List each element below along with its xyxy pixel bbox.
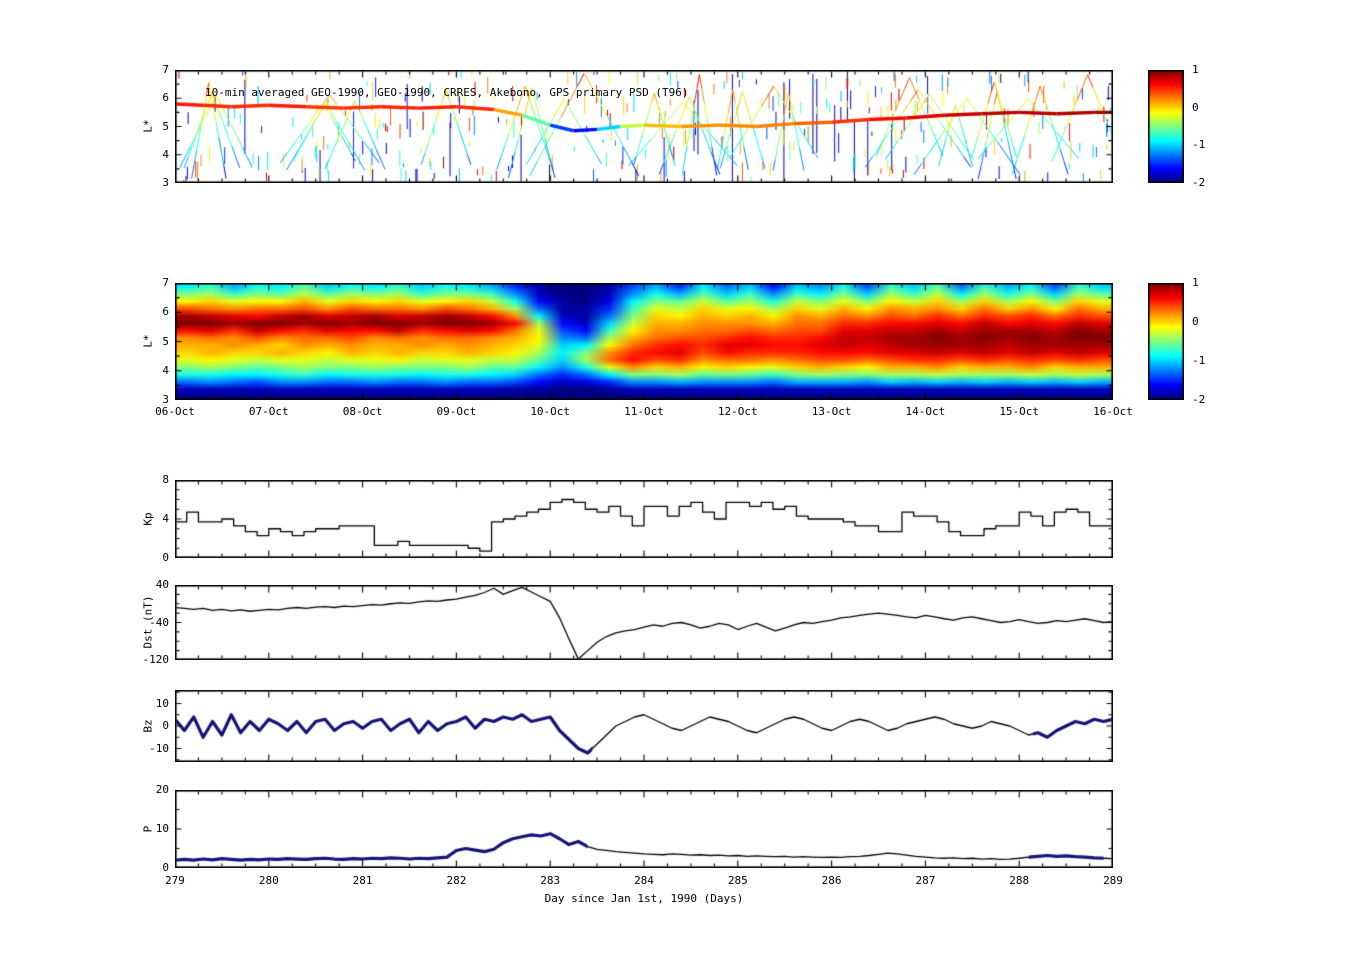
psd-scatter-canvas bbox=[175, 70, 1113, 183]
x-tick-label: 285 bbox=[727, 874, 748, 887]
y-tick-label: 0 bbox=[162, 551, 169, 564]
date-tick-label: 12-Oct bbox=[717, 405, 758, 418]
y-tick-label: 4 bbox=[162, 363, 169, 377]
y-tick-label: 4 bbox=[162, 147, 169, 161]
x-tick-label: 283 bbox=[540, 874, 561, 887]
x-tick-label: 280 bbox=[258, 874, 279, 887]
colorbar-bottom bbox=[1148, 283, 1184, 400]
psd-heatmap-canvas bbox=[175, 283, 1113, 400]
y-tick-label: 8 bbox=[162, 473, 169, 486]
date-tick-label: 09-Oct bbox=[436, 405, 477, 418]
y-tick-label: -40 bbox=[149, 615, 169, 629]
y-tick-label: 0 bbox=[162, 861, 169, 874]
x-tick-label: 286 bbox=[821, 874, 842, 887]
y-tick-label: -120 bbox=[142, 653, 170, 666]
date-tick-label: 11-Oct bbox=[624, 405, 664, 418]
colorbar-tick-label: 1 bbox=[1192, 63, 1199, 76]
psd-scatter-panel bbox=[175, 70, 1113, 183]
x-tick-label: 288 bbox=[1009, 874, 1030, 887]
date-tick-label: 07-Oct bbox=[248, 405, 289, 418]
date-tick-label: 06-Oct bbox=[155, 405, 195, 418]
x-tick-label: 282 bbox=[446, 874, 467, 887]
date-tick-label: 16-Oct bbox=[1093, 405, 1133, 418]
psd-title: 10-min averaged GEO-1990, GEO-1990, CRRE… bbox=[205, 86, 689, 99]
colorbar-tick-label: 0 bbox=[1192, 315, 1199, 328]
y-tick-label: 6 bbox=[162, 91, 169, 105]
colorbar-tick-label: -2 bbox=[1192, 176, 1206, 189]
x-tick-label: 281 bbox=[352, 874, 373, 887]
y-tick-label: 20 bbox=[155, 783, 169, 796]
x-tick-label: 279 bbox=[165, 874, 185, 887]
y-tick-label: 10 bbox=[155, 822, 169, 835]
y-tick-label: 4 bbox=[162, 512, 169, 525]
date-tick-label: 14-Oct bbox=[905, 405, 946, 418]
y-tick-label: -10 bbox=[149, 741, 169, 755]
y-tick-label: 10 bbox=[155, 696, 169, 710]
y-tick-label: 7 bbox=[162, 63, 169, 76]
colorbar-bottom-canvas bbox=[1148, 283, 1184, 400]
x-tick-label: 289 bbox=[1103, 874, 1123, 887]
bz-panel bbox=[175, 690, 1113, 762]
colorbar-top-canvas bbox=[1148, 70, 1184, 183]
p-panel bbox=[175, 790, 1113, 868]
x-axis-title: Day since Jan 1st, 1990 (Days) bbox=[544, 892, 744, 905]
date-tick-label: 10-Oct bbox=[530, 405, 571, 418]
y-tick-label: 3 bbox=[162, 393, 169, 406]
date-tick-label: 08-Oct bbox=[342, 405, 383, 418]
x-tick-label: 287 bbox=[915, 874, 936, 887]
x-tick-label: 284 bbox=[634, 874, 654, 887]
date-tick-label: 15-Oct bbox=[999, 405, 1040, 418]
psd-heatmap-panel bbox=[175, 283, 1113, 400]
kp-canvas bbox=[175, 480, 1113, 558]
bz-canvas bbox=[175, 690, 1113, 762]
y-tick-label: 5 bbox=[162, 334, 169, 348]
p-canvas bbox=[175, 790, 1113, 868]
colorbar-tick-label: 0 bbox=[1192, 100, 1199, 114]
y-tick-label: 40 bbox=[155, 578, 169, 591]
y-tick-label: 5 bbox=[162, 119, 169, 133]
colorbar-tick-label: -2 bbox=[1192, 393, 1206, 406]
y-tick-label: 7 bbox=[162, 276, 169, 289]
dst-panel bbox=[175, 585, 1113, 660]
kp-panel bbox=[175, 480, 1113, 558]
colorbar-top bbox=[1148, 70, 1184, 183]
colorbar-tick-label: 1 bbox=[1192, 276, 1199, 289]
y-tick-label: 0 bbox=[162, 719, 169, 732]
y-tick-label: 6 bbox=[162, 305, 169, 319]
colorbar-tick-label: -1 bbox=[1192, 354, 1206, 367]
dst-canvas bbox=[175, 585, 1113, 660]
y-tick-label: 3 bbox=[162, 176, 169, 189]
date-tick-label: 13-Oct bbox=[811, 405, 852, 418]
colorbar-tick-label: -1 bbox=[1192, 138, 1206, 152]
